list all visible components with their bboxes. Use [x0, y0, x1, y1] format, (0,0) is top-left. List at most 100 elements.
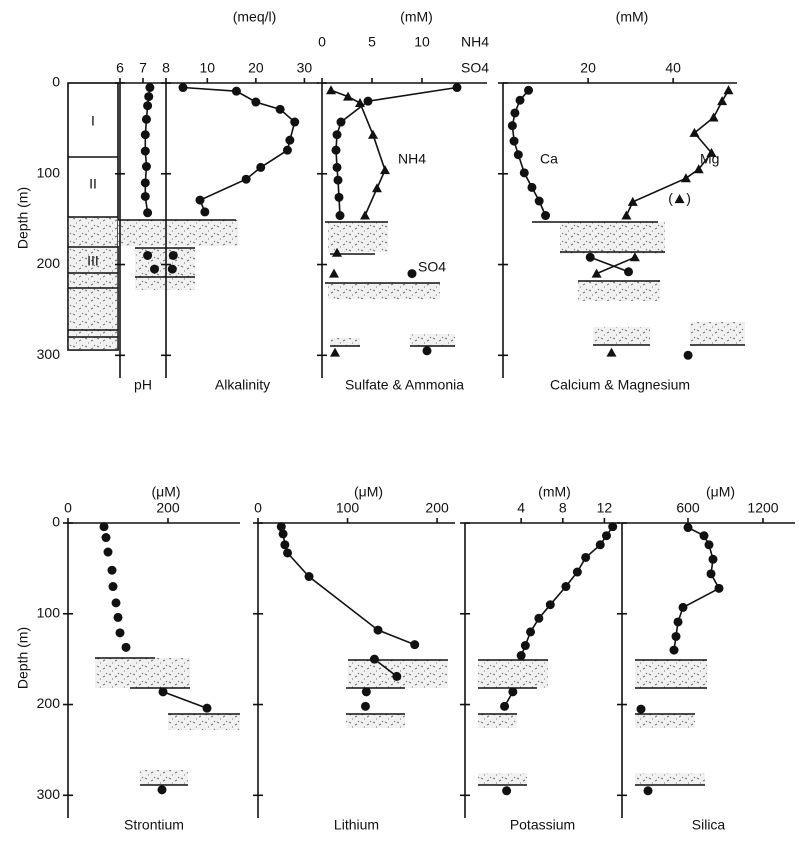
circle-marker [150, 265, 159, 274]
circle-marker [715, 584, 724, 593]
circle-marker [410, 640, 419, 649]
x-tick-label: 20 [580, 60, 596, 76]
x-tick-label: 7 [139, 60, 147, 76]
y-tick-label: 300 [37, 786, 61, 802]
circle-marker [104, 548, 113, 557]
circle-marker [337, 118, 346, 127]
x-tick-label: 100 [336, 500, 360, 516]
x-tick-label: 12 [597, 500, 613, 516]
circle-marker [141, 178, 150, 187]
circle-marker [510, 137, 519, 146]
circle-marker [510, 108, 519, 117]
circle-marker [373, 626, 382, 635]
circle-marker [279, 529, 288, 538]
triangle-marker [628, 197, 638, 206]
circle-marker [334, 176, 343, 185]
circle-marker [142, 115, 151, 124]
series-label: SO4 [418, 259, 446, 275]
circle-marker [142, 162, 151, 171]
circle-marker [143, 101, 152, 110]
series-label: NH4 [398, 151, 426, 167]
circle-marker [141, 192, 150, 201]
circle-marker [674, 617, 683, 626]
panel-title: Strontium [124, 817, 184, 833]
circle-marker [333, 163, 342, 172]
x-axis-label: SO4 [461, 60, 489, 76]
circle-marker [158, 785, 167, 794]
x-tick-label: 40 [665, 60, 681, 76]
circle-marker [285, 136, 294, 145]
triangle-marker [606, 348, 616, 357]
x-tick-label: 1200 [747, 500, 778, 516]
circle-marker [159, 687, 168, 696]
circle-marker [637, 705, 646, 714]
circle-marker [709, 555, 718, 564]
circle-marker [143, 208, 152, 217]
triangle-marker [355, 98, 365, 107]
circle-marker [679, 603, 688, 612]
circle-marker [624, 267, 633, 276]
circle-marker [335, 193, 344, 202]
circle-marker [256, 163, 265, 172]
circle-marker [707, 569, 716, 578]
triangle-marker [681, 173, 691, 182]
unit-label: (meq/l) [233, 9, 277, 25]
circle-marker [520, 168, 529, 177]
circle-marker [251, 98, 260, 107]
circle-marker [534, 614, 543, 623]
sediment-bands [95, 220, 745, 785]
circle-marker [283, 548, 292, 557]
x2-axis-label: NH4 [461, 34, 489, 50]
triangle-marker [368, 130, 378, 139]
triangle-marker [675, 194, 685, 203]
circle-marker [705, 540, 714, 549]
triangle-marker [709, 112, 719, 121]
circle-marker [700, 531, 709, 540]
circle-marker [116, 628, 125, 637]
circle-marker [102, 533, 111, 542]
x-tick-label: 8 [559, 500, 567, 516]
circle-marker [122, 643, 131, 652]
circle-marker [541, 211, 550, 220]
circle-marker [524, 86, 533, 95]
circle-marker [100, 522, 109, 531]
y-tick-label: 300 [37, 346, 61, 362]
bracket: ( [668, 190, 673, 206]
circle-marker [200, 207, 209, 216]
profile-line [281, 527, 414, 645]
circle-marker [168, 265, 177, 274]
unit-label: I [91, 113, 95, 129]
triangle-marker [330, 348, 340, 357]
x-tick-label: 600 [676, 500, 700, 516]
circle-marker [169, 251, 178, 260]
y-tick-label: 0 [52, 514, 60, 530]
circle-marker [453, 83, 462, 92]
circle-marker [502, 786, 511, 795]
unit-label: (μM) [706, 484, 735, 500]
circle-marker [370, 655, 379, 664]
figure: I II III 0100200300Depth (m)678pH102030(… [0, 0, 799, 841]
x-tick-label: 200 [156, 500, 180, 516]
triangle-marker [329, 269, 339, 278]
x-tick-label: 0 [64, 500, 72, 516]
series-label: Ca [540, 151, 558, 167]
triangle-marker [380, 165, 390, 174]
y-tick-label: 100 [37, 604, 61, 620]
unit-label: (μM) [151, 484, 180, 500]
circle-marker [670, 646, 679, 655]
circle-marker [112, 598, 121, 607]
panel-title: Lithium [334, 817, 379, 833]
x-tick-label: 6 [116, 60, 124, 76]
circle-marker [684, 523, 693, 532]
circle-marker [573, 568, 582, 577]
circle-marker [535, 197, 544, 206]
circle-marker [596, 540, 605, 549]
y-tick-label: 0 [52, 74, 60, 90]
circle-marker [644, 786, 653, 795]
y-axis-label: Depth (m) [15, 187, 31, 249]
panel-title: Calcium & Magnesium [550, 377, 690, 393]
circle-marker [145, 83, 154, 92]
circle-marker [203, 704, 212, 713]
circle-marker [526, 627, 535, 636]
series-label: Mg [700, 151, 719, 167]
